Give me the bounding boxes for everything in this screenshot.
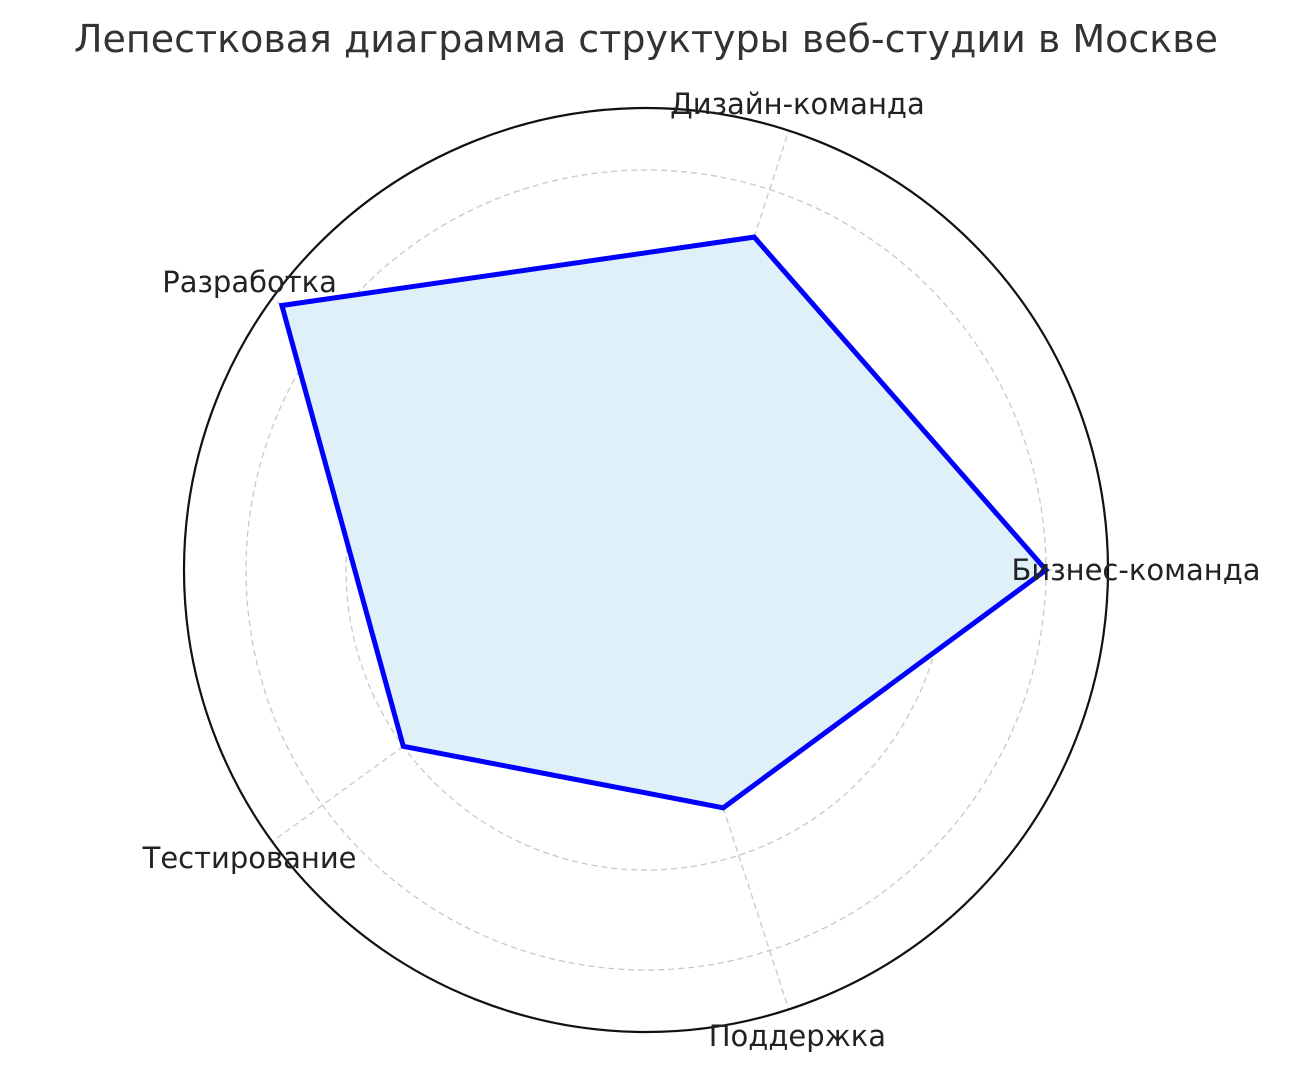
polar-frame <box>182 106 1110 1034</box>
series-line <box>278 234 1050 811</box>
category-label: Бизнес-команда <box>1011 553 1260 587</box>
series <box>278 234 1050 811</box>
category-label: Разработка <box>162 265 337 299</box>
category-labels: Бизнес-команда Дизайн-команда Разработка Те… <box>142 87 1261 1053</box>
category-label: Дизайн-команда <box>670 87 925 121</box>
category-label: Поддержка <box>709 1019 886 1053</box>
category-label: Тестирование <box>142 841 357 875</box>
series-fill <box>281 237 1046 808</box>
chart-title: Лепестковая диаграмма структуры веб-студ… <box>74 17 1218 61</box>
